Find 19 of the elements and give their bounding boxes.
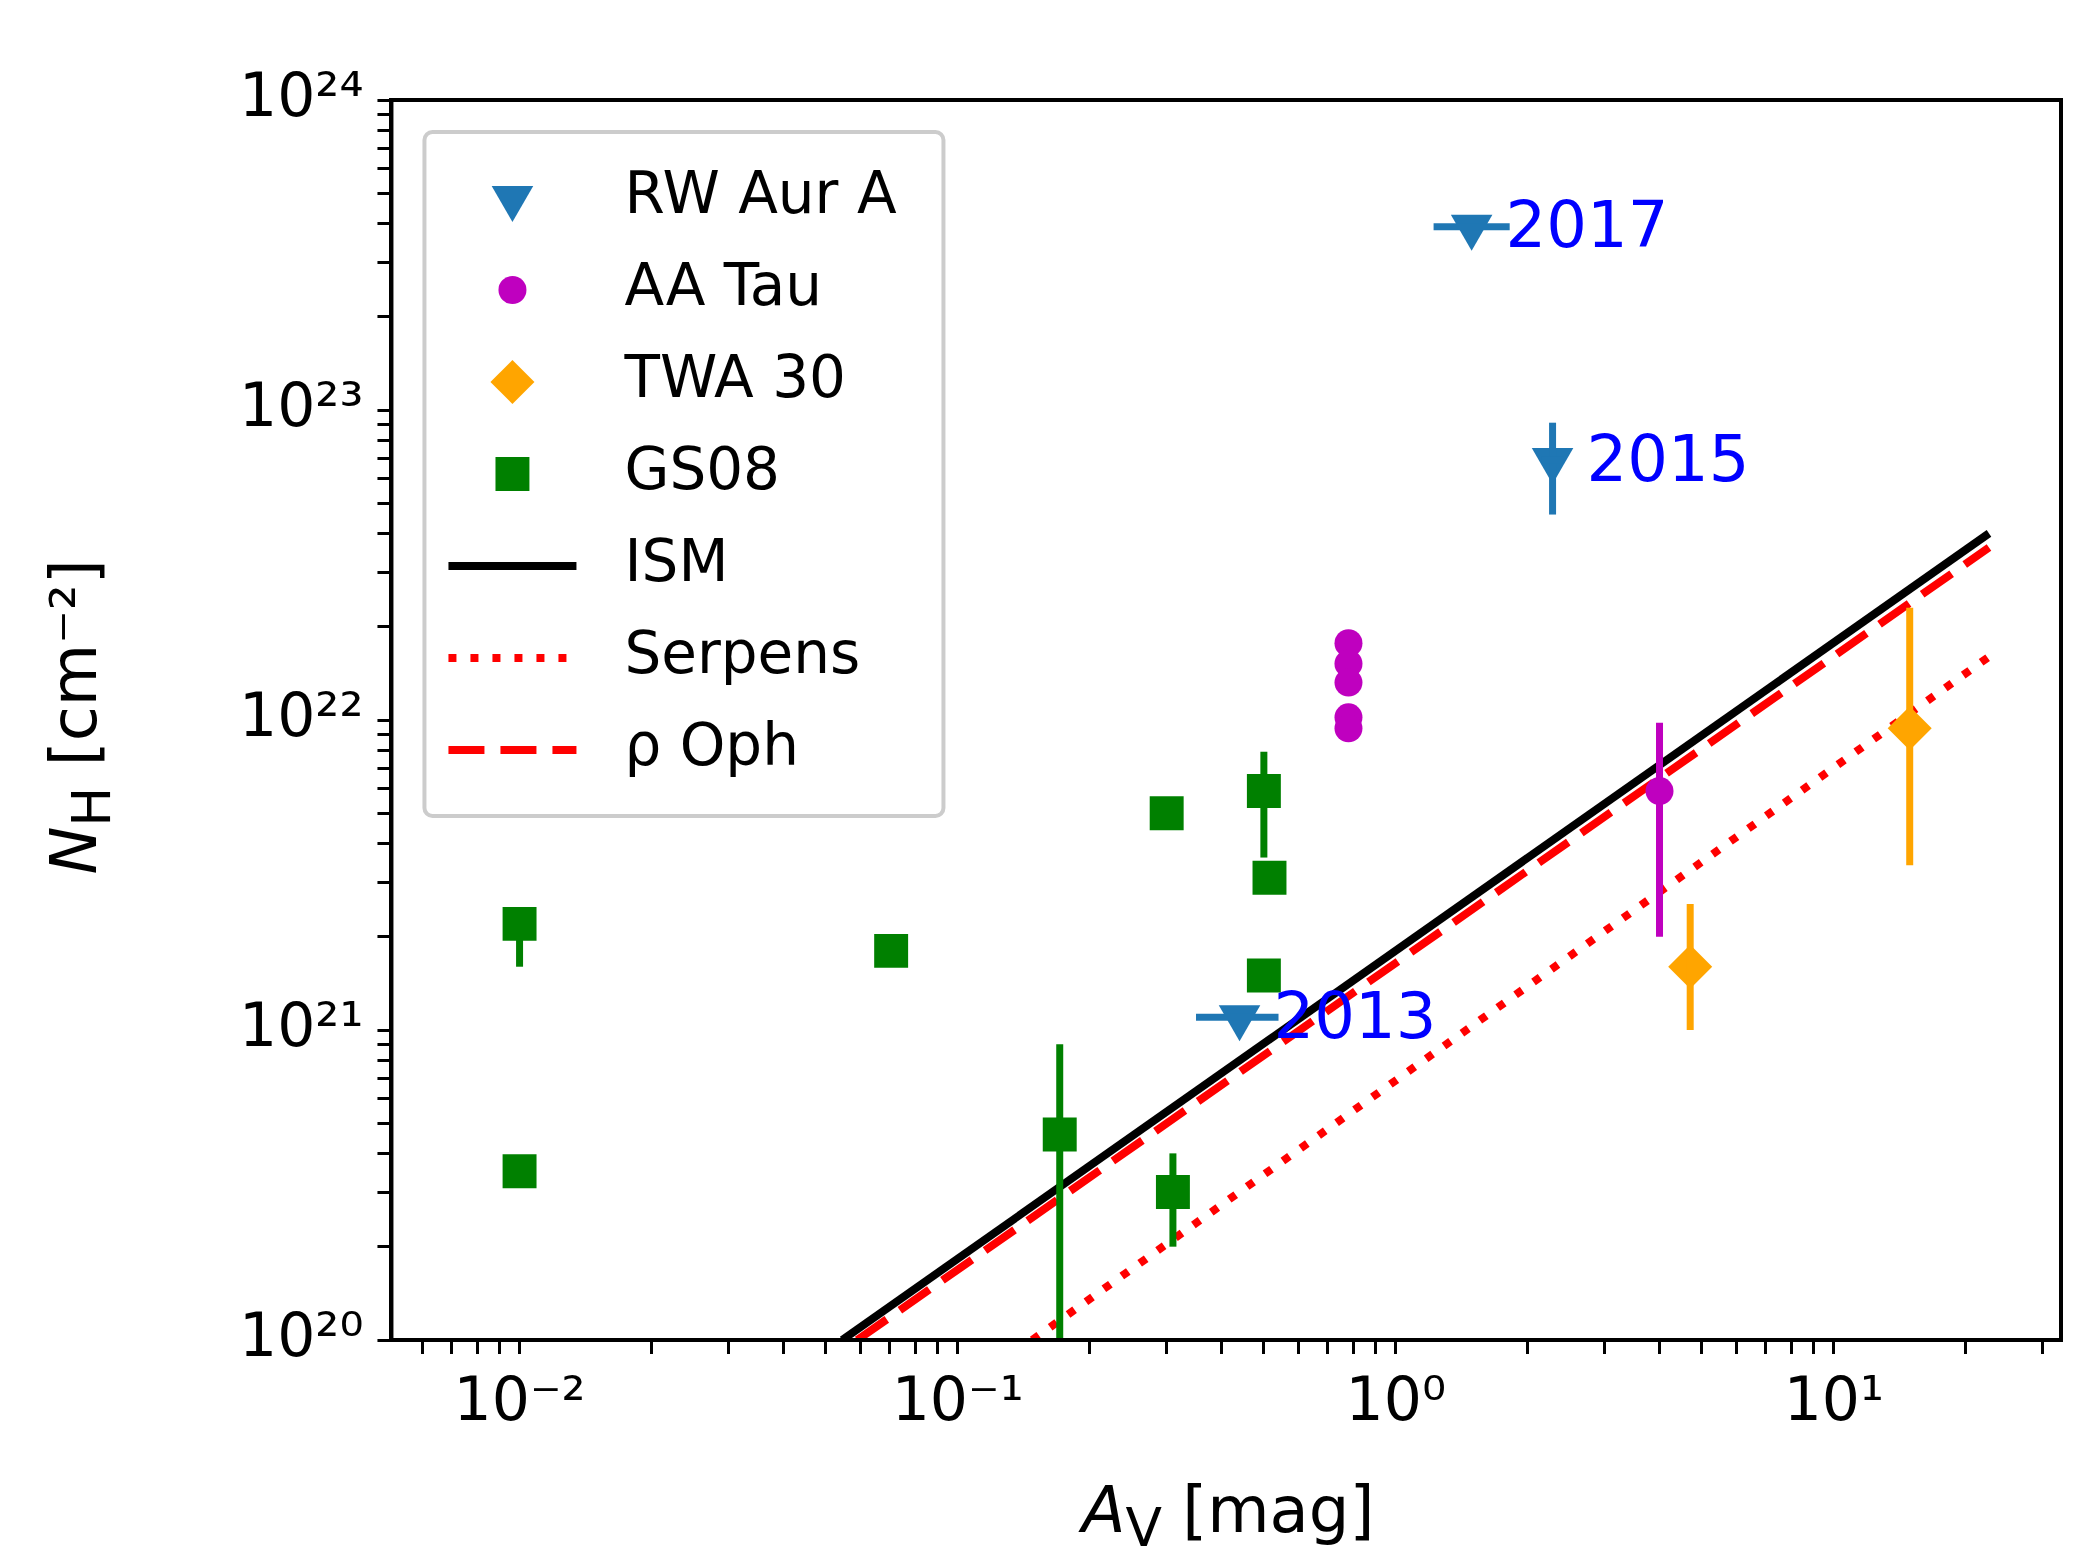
annotation: 2017 [1505, 188, 1669, 263]
y-tick-label: 10²⁰ [239, 1299, 364, 1370]
legend-label: TWA 30 [623, 343, 846, 412]
legend-label: ISM [624, 527, 729, 596]
y-tick-label: 10²¹ [239, 989, 364, 1060]
x-tick-label: 10¹ [1783, 1363, 1885, 1434]
x-tick-label: 10⁻¹ [891, 1363, 1024, 1434]
x-tick-label: 10⁰ [1345, 1363, 1446, 1434]
y-tick-label: 10²⁴ [239, 59, 364, 130]
x-tick-label: 10⁻² [453, 1363, 586, 1434]
x-axis-title: A$_{V}$ [mag] [1077, 1472, 1376, 1561]
legend-label: RW Aur A [624, 159, 897, 228]
legend-label: Serpens [624, 619, 861, 688]
y-tick-label: 10²³ [239, 369, 364, 440]
legend-label: ρ Oph [624, 711, 799, 780]
y-tick-label: 10²² [239, 679, 364, 750]
legend-label: GS08 [624, 435, 781, 504]
legend-label: AA Tau [624, 251, 822, 320]
annotation: 2015 [1586, 421, 1750, 496]
